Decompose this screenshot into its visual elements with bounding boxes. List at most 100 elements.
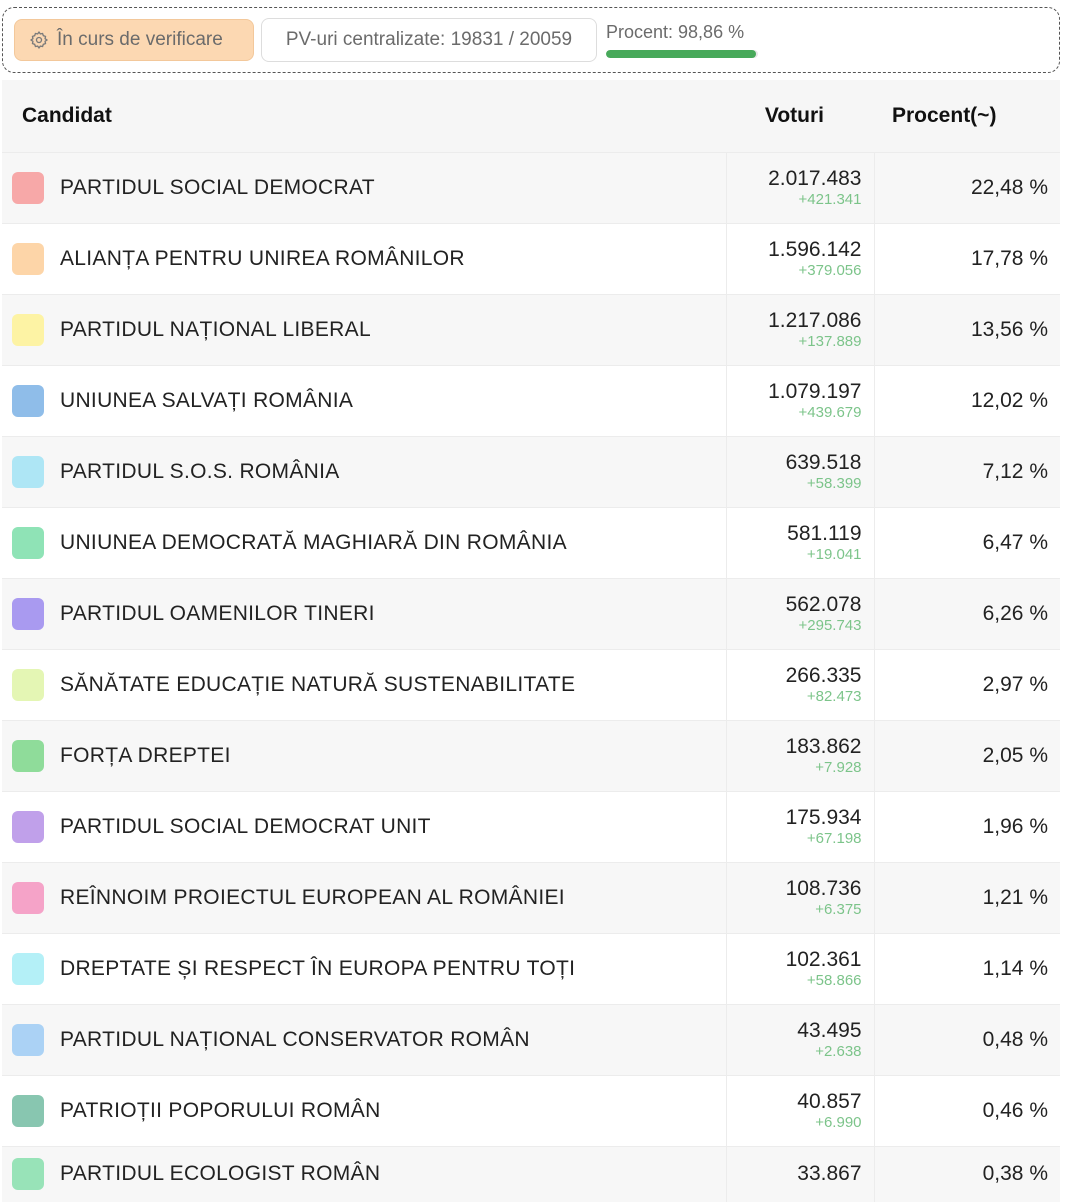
party-color-swatch	[12, 881, 44, 914]
candidate-cell: PARTIDUL SOCIAL DEMOCRAT UNIT	[2, 790, 726, 862]
votes-delta: +439.679	[798, 403, 862, 421]
table-row[interactable]: ALIANȚA PENTRU UNIREA ROMÂNILOR 1.596.142…	[2, 222, 1060, 294]
gear-icon	[29, 30, 49, 50]
candidate: ALIANȚA PENTRU UNIREA ROMÂNILOR	[12, 242, 726, 275]
percent-cell: 1,21 %	[873, 861, 1060, 933]
percent-cell: 1,14 %	[873, 932, 1060, 1004]
percent-cell: 6,47 %	[873, 506, 1060, 578]
votes-cell: 1.079.197 +439.679	[725, 364, 874, 436]
party-color-swatch	[12, 668, 44, 701]
status-bar: În curs de verificare PV-uri centralizat…	[2, 7, 1060, 73]
table-row[interactable]: UNIUNEA SALVAȚI ROMÂNIA 1.079.197 +439.679…	[2, 364, 1060, 436]
votes-cell: 581.119 +19.041	[725, 506, 874, 578]
table-row[interactable]: PARTIDUL SOCIAL DEMOCRAT 2.017.483 +421.34…	[2, 151, 1060, 223]
pv-count-text: PV-uri centralizate: 19831 / 20059	[285, 29, 573, 50]
votes-cell: 108.736 +6.375	[725, 861, 874, 933]
verification-status-label: În curs de verificare	[57, 29, 223, 50]
party-name: PARTIDUL SOCIAL DEMOCRAT UNIT	[60, 814, 431, 838]
header-percent[interactable]: Procent(~)	[874, 80, 1060, 152]
percent-cell: 2,05 %	[873, 719, 1060, 791]
table-row[interactable]: PARTIDUL ECOLOGIST ROMÂN 33.867 0,38 %	[2, 1145, 1060, 1202]
table-row[interactable]: PARTIDUL NAȚIONAL CONSERVATOR ROMÂN 43.49…	[2, 1003, 1060, 1075]
candidate: PARTIDUL SOCIAL DEMOCRAT	[12, 171, 726, 204]
party-name: PARTIDUL NAȚIONAL CONSERVATOR ROMÂN	[60, 1027, 530, 1051]
votes-cell: 183.862 +7.928	[725, 719, 874, 791]
votes-cell: 1.596.142 +379.056	[725, 222, 874, 294]
votes-delta: +67.198	[806, 829, 862, 847]
votes-delta: +421.341	[798, 190, 862, 208]
votes-cell: 562.078 +295.743	[725, 577, 874, 649]
header-candidate[interactable]: Candidat	[2, 80, 726, 152]
percent-cell: 6,26 %	[873, 577, 1060, 649]
progress-label: Procent: 98,86 %	[606, 22, 745, 42]
votes-total: 581.119	[787, 521, 862, 545]
party-name: PARTIDUL SOCIAL DEMOCRAT	[60, 175, 375, 199]
party-color-swatch	[12, 1158, 44, 1191]
table-header-row: Candidat Voturi Procent(~)	[2, 80, 1060, 152]
votes-total: 102.361	[785, 947, 862, 971]
votes-delta: +379.056	[798, 261, 862, 279]
votes-delta: +295.743	[798, 616, 862, 634]
party-color-swatch	[12, 952, 44, 985]
candidate-cell: PATRIOȚII POPORULUI ROMÂN	[2, 1074, 726, 1146]
votes-total: 562.078	[785, 592, 862, 616]
table-row[interactable]: UNIUNEA DEMOCRATĂ MAGHIARĂ DIN ROMÂNIA 58…	[2, 506, 1060, 578]
votes-cell: 40.857 +6.990	[725, 1074, 874, 1146]
votes-delta: +2.638	[815, 1042, 862, 1060]
party-name: PARTIDUL S.O.S. ROMÂNIA	[60, 459, 340, 483]
party-color-swatch	[12, 455, 44, 488]
candidate: REÎNNOIM PROIECTUL EUROPEAN AL ROMÂNIEI	[12, 881, 726, 914]
table-row[interactable]: SĂNĂTATE EDUCAȚIE NATURĂ SUSTENABILITATE…	[2, 648, 1060, 720]
votes-cell: 102.361 +58.866	[725, 932, 874, 1004]
table-row[interactable]: FORȚA DREPTEI 183.862 +7.928 2,05 %	[2, 719, 1060, 791]
party-name: ALIANȚA PENTRU UNIREA ROMÂNILOR	[60, 246, 465, 270]
table-row[interactable]: PARTIDUL SOCIAL DEMOCRAT UNIT 175.934 +67.…	[2, 790, 1060, 862]
votes-cell: 266.335 +82.473	[725, 648, 874, 720]
percent-cell: 13,56 %	[873, 293, 1060, 365]
votes-delta: +58.399	[806, 474, 862, 492]
votes-cell: 175.934 +67.198	[725, 790, 874, 862]
table-row[interactable]: REÎNNOIM PROIECTUL EUROPEAN AL ROMÂNIEI 1…	[2, 861, 1060, 933]
table-row[interactable]: PATRIOȚII POPORULUI ROMÂN 40.857 +6.990 0,4…	[2, 1074, 1060, 1146]
candidate-cell: PARTIDUL NAȚIONAL LIBERAL	[2, 293, 726, 365]
party-name: REÎNNOIM PROIECTUL EUROPEAN AL ROMÂNIEI	[60, 885, 565, 909]
votes-delta: +58.866	[806, 971, 862, 989]
votes-cell: 2.017.483 +421.341	[725, 151, 874, 223]
candidate-cell: FORȚA DREPTEI	[2, 719, 726, 791]
candidate: PARTIDUL ECOLOGIST ROMÂN	[12, 1158, 726, 1191]
candidate: PARTIDUL NAȚIONAL LIBERAL	[12, 313, 726, 346]
party-color-swatch	[12, 1094, 44, 1127]
party-color-swatch	[12, 171, 44, 204]
votes-cell: 43.495 +2.638	[725, 1003, 874, 1075]
votes-cell: 33.867	[725, 1145, 874, 1202]
candidate-cell: UNIUNEA DEMOCRATĂ MAGHIARĂ DIN ROMÂNIA	[2, 506, 726, 578]
header-votes[interactable]: Voturi	[726, 80, 874, 152]
votes-total: 1.217.086	[768, 308, 862, 332]
table-row[interactable]: PARTIDUL NAȚIONAL LIBERAL 1.217.086 +137.8…	[2, 293, 1060, 365]
table-row[interactable]: PARTIDUL S.O.S. ROMÂNIA 639.518 +58.399 7,1…	[2, 435, 1060, 507]
percent-cell: 0,38 %	[873, 1145, 1060, 1202]
party-name: UNIUNEA DEMOCRATĂ MAGHIARĂ DIN ROMÂNIA	[60, 530, 567, 554]
votes-total: 1.596.142	[768, 237, 862, 261]
progress-track	[606, 50, 758, 58]
party-color-swatch	[12, 1023, 44, 1056]
votes-cell: 639.518 +58.399	[725, 435, 874, 507]
table-row[interactable]: PARTIDUL OAMENILOR TINERI 562.078 +295.743…	[2, 577, 1060, 649]
party-name: FORȚA DREPTEI	[60, 743, 231, 767]
candidate-cell: PARTIDUL SOCIAL DEMOCRAT	[2, 151, 726, 223]
votes-delta: +82.473	[806, 687, 862, 705]
percent-cell: 22,48 %	[873, 151, 1060, 223]
votes-delta: +6.375	[815, 900, 862, 918]
table-row[interactable]: DREPTATE ȘI RESPECT ÎN EUROPA PENTRU TOȚ…	[2, 932, 1060, 1004]
candidate-cell: PARTIDUL NAȚIONAL CONSERVATOR ROMÂN	[2, 1003, 726, 1075]
party-color-swatch	[12, 597, 44, 630]
party-name: PARTIDUL ECOLOGIST ROMÂN	[60, 1162, 381, 1186]
votes-total: 175.934	[785, 805, 862, 829]
party-color-swatch	[12, 739, 44, 772]
party-name: PARTIDUL OAMENILOR TINERI	[60, 601, 375, 625]
party-color-swatch	[12, 526, 44, 559]
votes-total: 33.867	[797, 1162, 862, 1186]
verification-status-chip[interactable]: În curs de verificare	[14, 19, 254, 61]
candidate-cell: ALIANȚA PENTRU UNIREA ROMÂNILOR	[2, 222, 726, 294]
candidate-cell: PARTIDUL OAMENILOR TINERI	[2, 577, 726, 649]
